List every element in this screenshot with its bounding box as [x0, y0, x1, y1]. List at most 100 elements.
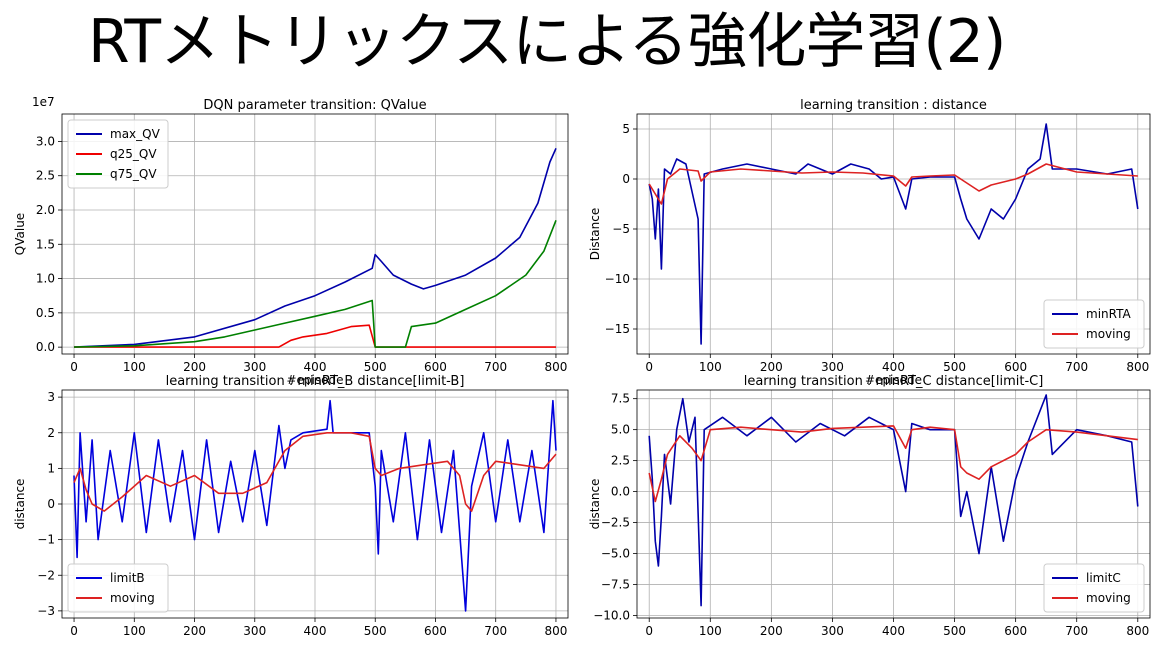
x-tick-label: 800	[1126, 624, 1149, 638]
legend-label: max_QV	[110, 127, 161, 141]
legend-box	[67, 119, 169, 189]
x-axis-label: #episode	[287, 373, 344, 387]
y-tick-label: 3.0	[36, 134, 55, 148]
series-line-q75-qv	[73, 220, 557, 348]
y-tick-label: 0.5	[36, 306, 55, 320]
legend-label: q25_QV	[110, 147, 157, 161]
x-tick-label: 800	[1126, 360, 1149, 374]
x-tick-label: 0	[645, 624, 653, 638]
y-tick-label: 7.5	[611, 392, 630, 406]
y-tick-label: 0.0	[36, 340, 55, 354]
y-axis-label: Distance	[588, 208, 602, 260]
chart-title: learning transition : minRT_B distance[l…	[166, 374, 465, 389]
x-tick-label: 500	[943, 360, 966, 374]
limit-c-chart: 0 100 200 300 400 500 600 700 800 −10.0 −7.5 −5.0 −2…	[588, 374, 1151, 638]
legend-label: q75_QV	[110, 167, 157, 181]
x-tick-label: 0	[645, 360, 653, 374]
x-tick-label: 300	[243, 360, 266, 374]
x-tick-label: 100	[123, 360, 146, 374]
legend-label: minRTA	[1086, 307, 1131, 321]
x-tick-label: 100	[699, 360, 722, 374]
x-tick-label: 600	[1004, 624, 1027, 638]
x-tick-label: 400	[882, 624, 905, 638]
y-tick-label: 2.0	[36, 203, 55, 217]
y-tick-label: −3	[37, 604, 55, 618]
x-tick-label: 600	[424, 360, 447, 374]
x-tick-label: 200	[183, 624, 206, 638]
y-tick-label: 1	[47, 461, 55, 475]
series-line-moving	[73, 432, 557, 512]
x-tick-label: 500	[943, 624, 966, 638]
y-tick-label: 0	[622, 172, 630, 186]
x-tick-label: 600	[424, 624, 447, 638]
y-tick-label: 2.5	[36, 169, 55, 183]
legend: limitC moving	[1043, 563, 1145, 613]
y-tick-label: −7.5	[601, 578, 630, 592]
x-tick-label: 300	[821, 360, 844, 374]
legend: minRTA moving	[1043, 299, 1145, 349]
x-tick-label: 700	[484, 360, 507, 374]
slide-title: RTメトリックスによる強化学習(2)	[88, 7, 1006, 77]
legend-box	[1043, 299, 1145, 349]
y-tick-label: −2.5	[601, 516, 630, 530]
x-tick-label: 700	[484, 624, 507, 638]
y-axis-label: distance	[13, 479, 27, 530]
series-line-max-qv	[73, 147, 557, 348]
x-tick-label: 800	[544, 360, 567, 374]
plot-frame	[61, 113, 569, 355]
y-tick-label: 5.0	[611, 423, 630, 437]
y-tick-label: 1.5	[36, 237, 55, 251]
x-tick-label: 200	[183, 360, 206, 374]
chart-title: learning transition : minRT_C distance[l…	[744, 374, 1044, 389]
x-tick-label: 400	[304, 360, 327, 374]
y-tick-label: −5.0	[601, 547, 630, 561]
y-tick-label: 2.5	[611, 454, 630, 468]
qvalue-chart: 0 100 200 300 400 500 600 700 800 0.0 0.5 1.0 1.5 2.0…	[13, 95, 569, 387]
x-tick-label: 300	[821, 624, 844, 638]
x-tick-label: 400	[304, 624, 327, 638]
legend-box	[1043, 563, 1145, 613]
x-tick-label: 0	[70, 624, 78, 638]
y-axis-label: distance	[588, 479, 602, 530]
series-line-q25-qv	[74, 324, 556, 348]
distance-chart: 0 100 200 300 400 500 600 700 800 −15 −10 −5 0 5 learn…	[588, 98, 1151, 387]
y-tick-label: −15	[605, 322, 630, 336]
x-tick-label: 500	[364, 360, 387, 374]
limit-b-chart: 0 100 200 300 400 500 600 700 800 −3 −2 −1 0 1 2 3 learn…	[13, 374, 569, 638]
y-offset-label: 1e7	[32, 95, 55, 109]
plot-frame	[61, 389, 569, 619]
y-tick-label: −10	[605, 272, 630, 286]
x-tick-label: 800	[544, 624, 567, 638]
x-tick-label: 700	[1065, 624, 1088, 638]
x-tick-label: 200	[760, 624, 783, 638]
x-tick-label: 200	[760, 360, 783, 374]
y-tick-label: 1.0	[36, 272, 55, 286]
x-axis-label: #episode	[865, 373, 922, 387]
series-line-limitb	[73, 399, 557, 612]
y-tick-label: −2	[37, 568, 55, 582]
x-tick-label: 0	[70, 360, 78, 374]
y-tick-label: −1	[37, 533, 55, 547]
y-tick-label: 0	[47, 497, 55, 511]
plot-frame	[636, 389, 1151, 619]
legend: max_QV q25_QV q75_QV	[67, 119, 169, 189]
x-tick-label: 400	[882, 360, 905, 374]
plot-frame	[636, 113, 1151, 355]
legend: limitB moving	[67, 563, 169, 613]
x-tick-label: 700	[1065, 360, 1088, 374]
chart-title: DQN parameter transition: QValue	[203, 98, 426, 113]
y-tick-label: 5	[622, 122, 630, 136]
y-tick-label: 0.0	[611, 485, 630, 499]
x-tick-label: 600	[1004, 360, 1027, 374]
x-tick-label: 100	[699, 624, 722, 638]
x-tick-label: 500	[364, 624, 387, 638]
series-line-limitc	[648, 394, 1139, 607]
legend-label: limitB	[110, 571, 145, 585]
y-axis-label: QValue	[13, 213, 27, 255]
legend-box	[67, 563, 169, 613]
legend-label: moving	[1086, 591, 1131, 605]
chart-title: learning transition : distance	[800, 98, 987, 113]
legend-label: limitC	[1086, 571, 1121, 585]
x-tick-label: 300	[243, 624, 266, 638]
legend-label: moving	[1086, 327, 1131, 341]
